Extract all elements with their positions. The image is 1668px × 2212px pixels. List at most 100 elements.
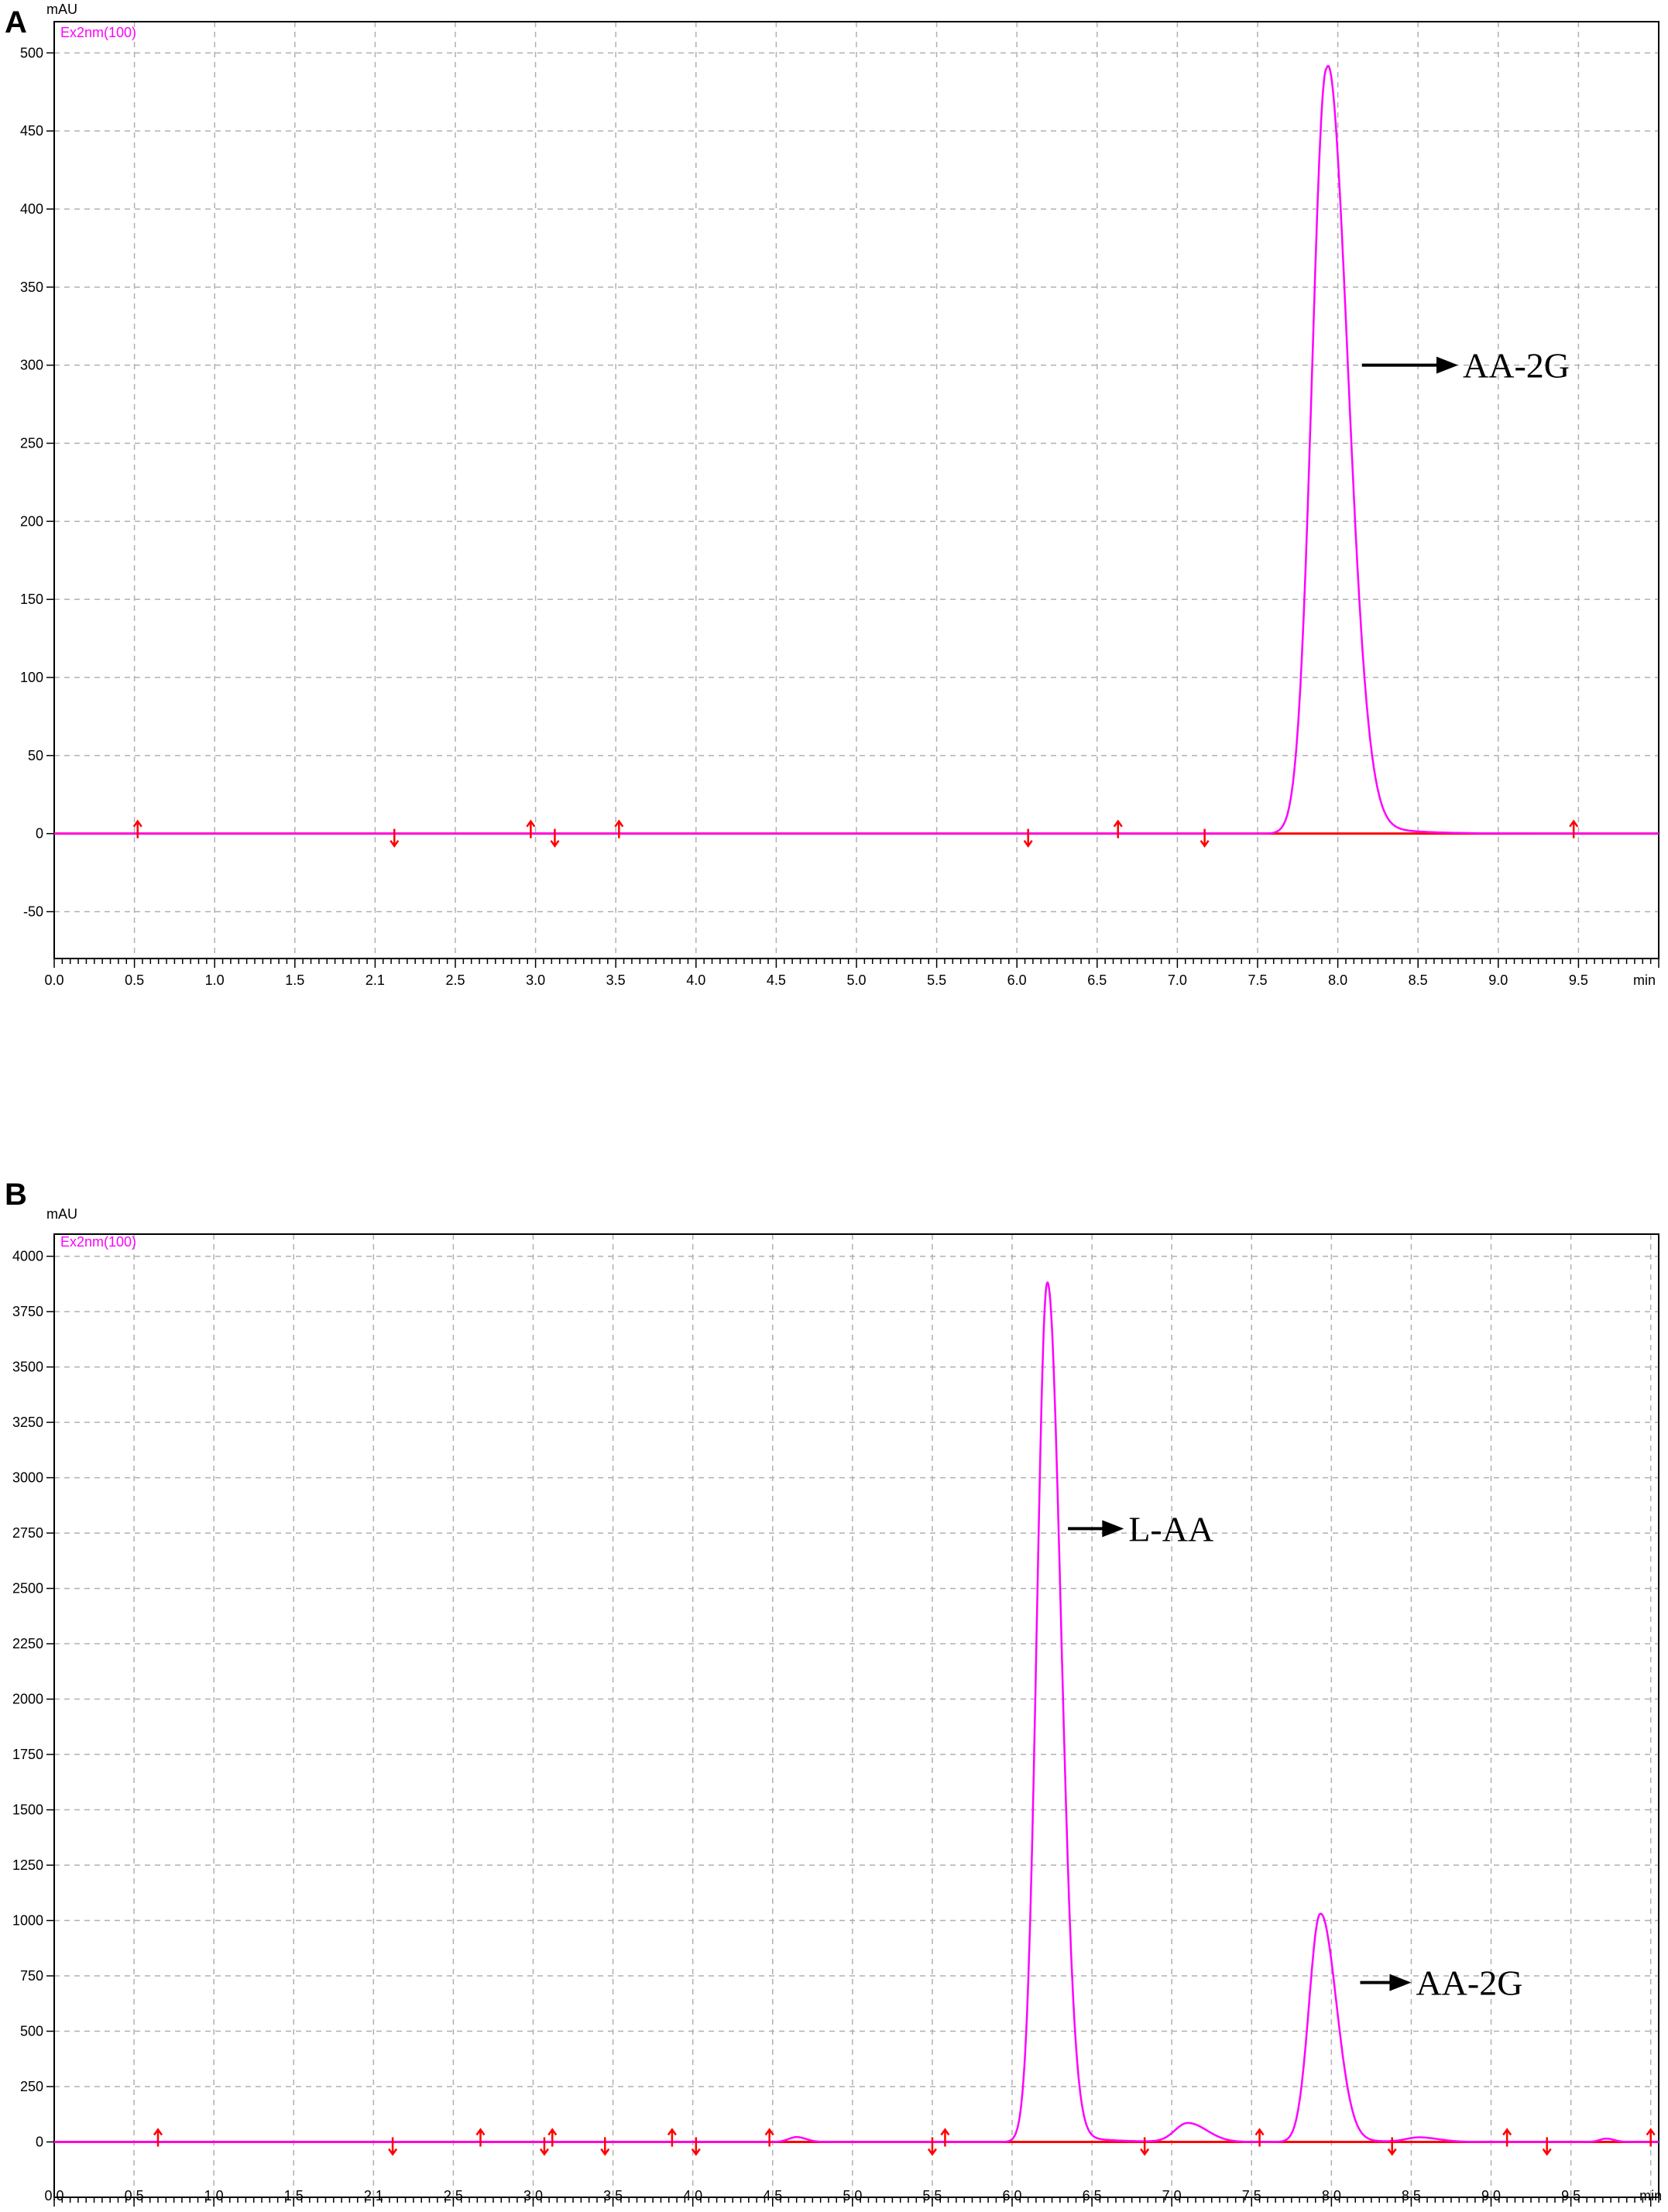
x-tick-label: 8.0 [1322,2188,1341,2203]
x-tick-label: 3.0 [526,972,545,988]
y-tick-label: 1000 [12,1913,43,1929]
y-tick-label: -50 [23,904,43,920]
integration-marker [547,2128,558,2147]
integration-marker [153,2128,163,2147]
x-tick-label: 4.5 [767,972,786,988]
y-tick-label: 2000 [12,1692,43,1707]
x-tick-label: 8.0 [1328,972,1347,988]
integration-marker [614,819,624,839]
y-tick-label: 250 [20,436,43,451]
y-axis-unit: mAU [46,1206,77,1222]
legend-entry: Ex2nm(100) [60,1234,136,1250]
integration-marker [927,2137,937,2156]
x-tick-label: 7.0 [1168,972,1187,988]
integration-marker [764,2128,774,2147]
x-tick-label: 4.0 [686,972,705,988]
x-tick-label: 1.0 [204,2188,224,2203]
integration-marker [600,2137,610,2156]
x-tick-label: 7.5 [1248,972,1267,988]
x-tick-label: 6.0 [1007,972,1027,988]
y-tick-label: 4000 [12,1249,43,1264]
integration-marker [1569,819,1579,839]
x-tick-label: 2.5 [445,972,465,988]
x-tick-label: 0.5 [125,972,144,988]
x-axis-unit: min [1633,972,1656,988]
x-tick-label: 5.5 [927,972,946,988]
y-tick-label: 450 [20,123,43,139]
x-tick-label: 6.5 [1083,2188,1102,2203]
y-tick-label: 400 [20,201,43,217]
x-tick-label: 5.5 [922,2188,942,2203]
integration-marker [1387,2137,1397,2156]
x-tick-label: 0.5 [125,2188,144,2203]
x-tick-label: 8.5 [1409,972,1428,988]
y-tick-label: 750 [20,1968,43,1984]
y-tick-label: 2500 [12,1581,43,1596]
y-tick-label: 3000 [12,1470,43,1486]
y-tick-label: 1500 [12,1802,43,1818]
x-tick-label: 1.5 [285,972,304,988]
integration-marker [388,2137,398,2156]
integration-marker [1140,2137,1150,2156]
x-tick-label: 7.0 [1162,2188,1182,2203]
integration-marker [1502,2128,1512,2147]
plot-frame [53,21,1659,959]
legend-entry: Ex2nm(100) [60,25,136,40]
x-tick-label: 3.5 [606,972,626,988]
y-tick-label: 0 [36,2135,43,2150]
integration-marker [132,819,142,839]
y-tick-label: 100 [20,670,43,685]
integration-marker [1254,2128,1265,2147]
y-tick-label: 0 [36,826,43,842]
integration-marker [1542,2137,1552,2156]
x-tick-label: 5.0 [846,972,866,988]
integration-marker [1113,819,1123,839]
x-tick-label: 2.5 [444,2188,463,2203]
x-tick-label: 7.5 [1242,2188,1261,2203]
y-tick-label: 3500 [12,1360,43,1375]
chromatogram-a: 0.0 0.5 1.0 1.5 2.1 2.5 3.0 3.5 4.0 4.5 5.0 5.5 6.0 6… [20,2,1659,988]
y-tick-label: 500 [20,2024,43,2039]
y-tick-label: 2750 [12,1525,43,1541]
integration-marker [526,819,536,839]
x-tick-label: 1.0 [205,972,225,988]
integration-marker [550,828,560,848]
chromatogram-b: 0.0 0.5 1.0 1.5 2.1 2.5 3.0 3.5 4.0 4.5 5.0 5.5 6.0 6… [12,1206,1662,2207]
y-tick-label: 150 [20,592,43,607]
x-tick-label: 4.0 [683,2188,702,2203]
integration-marker [1023,828,1033,848]
y-tick-label: 3750 [12,1304,43,1319]
x-tick-label: 3.5 [603,2188,623,2203]
integration-marker [667,2128,677,2147]
integration-marker [390,828,400,848]
x-tick-label: min [1639,2188,1662,2203]
y-tick-label: 300 [20,358,43,373]
plot-frame [53,1233,1659,2198]
integration-marker [1646,2128,1656,2147]
integration-marker [539,2137,549,2156]
x-tick-label: 0.0 [44,2188,63,2203]
x-tick-label: 9.5 [1561,2188,1580,2203]
y-tick-label: 2250 [12,1636,43,1651]
x-tick-label: 3.0 [523,2188,543,2203]
y-tick-label: 350 [20,280,43,295]
y-tick-label: 3250 [12,1415,43,1430]
integration-marker [691,2137,701,2156]
x-tick-label: 5.0 [843,2188,862,2203]
y-tick-label: 500 [20,45,43,60]
x-tick-label: 8.5 [1402,2188,1421,2203]
x-tick-label: 9.5 [1569,972,1588,988]
signal-trace [54,1281,1659,2143]
panel-label-a: A [5,5,27,39]
integration-marker [940,2128,950,2147]
x-tick-label: 4.5 [763,2188,782,2203]
y-tick-label: 250 [20,2079,43,2094]
peak-annotation-label: AA-2G [1463,346,1570,386]
y-axis-unit: mAU [46,2,77,17]
integration-marker [1200,828,1210,848]
x-tick-label: 9.0 [1481,2188,1501,2203]
y-tick-label: 1250 [12,1857,43,1873]
x-tick-label: 6.0 [1002,2188,1021,2203]
annotation-arrow-head [1102,1520,1124,1538]
